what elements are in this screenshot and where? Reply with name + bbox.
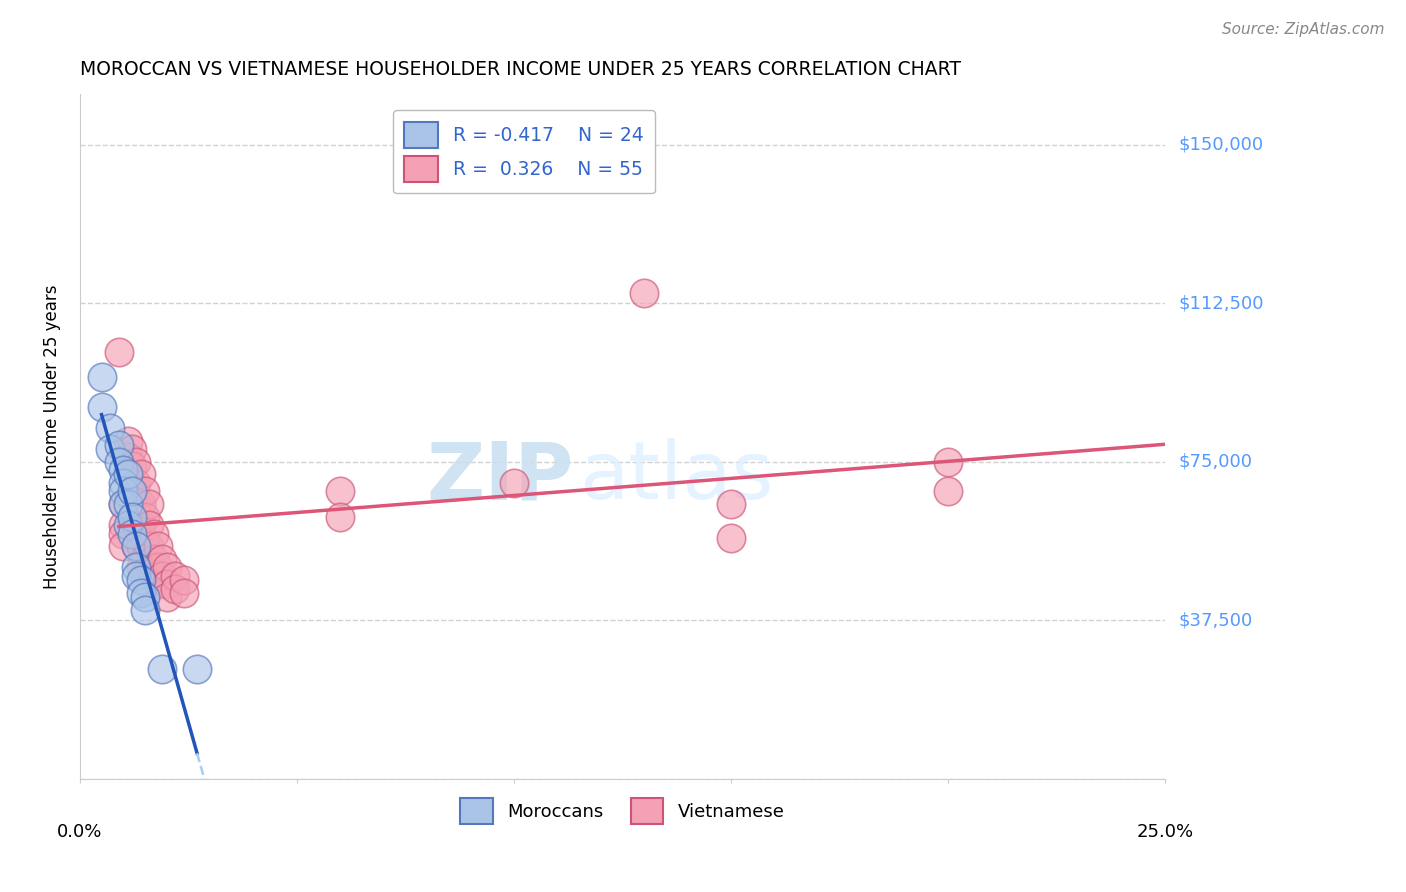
Text: $150,000: $150,000 <box>1180 136 1264 153</box>
Y-axis label: Householder Income Under 25 years: Householder Income Under 25 years <box>44 285 60 589</box>
Text: atlas: atlas <box>579 439 773 516</box>
Point <box>121 509 143 524</box>
Point <box>936 484 959 499</box>
Point <box>138 497 160 511</box>
Point <box>90 400 112 414</box>
Text: 0.0%: 0.0% <box>58 823 103 841</box>
Point <box>121 442 143 456</box>
Point <box>121 458 143 473</box>
Point <box>117 467 139 482</box>
Text: Source: ZipAtlas.com: Source: ZipAtlas.com <box>1222 22 1385 37</box>
Text: 25.0%: 25.0% <box>1136 823 1194 841</box>
Point <box>108 344 131 359</box>
Point <box>173 585 195 599</box>
Point <box>117 450 139 465</box>
Point <box>125 560 148 574</box>
Point <box>129 497 152 511</box>
Point <box>117 467 139 482</box>
Point <box>112 475 135 490</box>
Text: $37,500: $37,500 <box>1180 611 1253 629</box>
Legend: Moroccans, Vietnamese: Moroccans, Vietnamese <box>453 791 792 831</box>
Point <box>633 285 655 300</box>
Point <box>98 421 121 435</box>
Point <box>121 526 143 541</box>
Text: $75,000: $75,000 <box>1180 453 1253 471</box>
Point <box>112 539 135 553</box>
Point <box>146 560 169 574</box>
Point <box>138 518 160 533</box>
Point <box>150 569 173 583</box>
Point <box>134 590 156 604</box>
Point <box>121 475 143 490</box>
Point <box>129 560 152 574</box>
Point <box>142 526 165 541</box>
Point <box>121 492 143 507</box>
Point <box>125 518 148 533</box>
Point <box>134 509 156 524</box>
Point <box>117 434 139 448</box>
Point <box>142 552 165 566</box>
Point <box>134 602 156 616</box>
Point <box>720 497 742 511</box>
Text: MOROCCAN VS VIETNAMESE HOUSEHOLDER INCOME UNDER 25 YEARS CORRELATION CHART: MOROCCAN VS VIETNAMESE HOUSEHOLDER INCOM… <box>80 60 960 78</box>
Point <box>112 526 135 541</box>
Point <box>150 552 173 566</box>
Point <box>156 590 179 604</box>
Point <box>720 531 742 545</box>
Point <box>112 497 135 511</box>
Point <box>936 455 959 469</box>
Point <box>146 577 169 591</box>
Point <box>125 539 148 553</box>
Point <box>90 370 112 384</box>
Point <box>329 484 352 499</box>
Point <box>329 509 352 524</box>
Point <box>125 539 148 553</box>
Point <box>146 539 169 553</box>
Point <box>108 438 131 452</box>
Text: $112,500: $112,500 <box>1180 294 1264 312</box>
Point <box>129 585 152 599</box>
Point <box>121 484 143 499</box>
Point <box>150 662 173 676</box>
Point <box>125 497 148 511</box>
Point <box>134 535 156 549</box>
Point <box>134 484 156 499</box>
Point <box>112 484 135 499</box>
Point <box>125 475 148 490</box>
Point <box>156 560 179 574</box>
Point <box>125 569 148 583</box>
Point <box>138 560 160 574</box>
Point <box>112 463 135 477</box>
Point <box>112 497 135 511</box>
Point <box>134 552 156 566</box>
Point <box>186 662 208 676</box>
Point <box>156 577 179 591</box>
Point <box>173 573 195 587</box>
Point <box>138 539 160 553</box>
Point <box>112 518 135 533</box>
Point <box>129 573 152 587</box>
Point <box>117 518 139 533</box>
Point <box>165 569 187 583</box>
Point <box>117 497 139 511</box>
Point <box>129 518 152 533</box>
Point <box>503 475 526 490</box>
Point <box>142 569 165 583</box>
Point <box>121 509 143 524</box>
Point <box>129 467 152 482</box>
Point <box>165 582 187 596</box>
Point <box>98 442 121 456</box>
Point <box>108 455 131 469</box>
Point <box>129 539 152 553</box>
Text: ZIP: ZIP <box>426 439 574 516</box>
Point <box>125 455 148 469</box>
